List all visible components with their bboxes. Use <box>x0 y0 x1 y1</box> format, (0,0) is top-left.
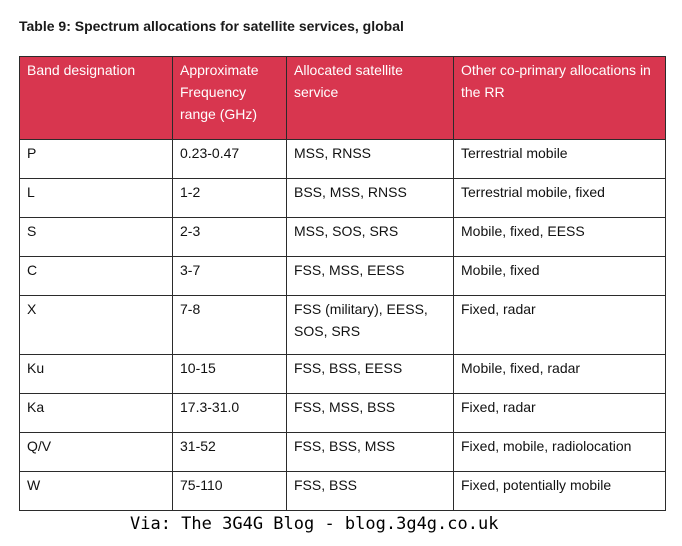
table-row: S 2-3 MSS, SOS, SRS Mobile, fixed, EESS <box>19 217 666 257</box>
cell-band: X <box>19 295 173 355</box>
cell-frequency: 7-8 <box>172 295 287 355</box>
cell-frequency: 31-52 <box>172 432 287 472</box>
cell-other: Fixed, potentially mobile <box>453 471 666 511</box>
cell-other: Mobile, fixed, EESS <box>453 217 666 257</box>
cell-band: W <box>19 471 173 511</box>
table-row: W 75-110 FSS, BSS Fixed, potentially mob… <box>19 471 666 511</box>
cell-frequency: 2-3 <box>172 217 287 257</box>
cell-band: C <box>19 256 173 296</box>
table-row: L 1-2 BSS, MSS, RNSS Terrestrial mobile,… <box>19 178 666 218</box>
cell-frequency: 1-2 <box>172 178 287 218</box>
table-row: Ka 17.3-31.0 FSS, MSS, BSS Fixed, radar <box>19 393 666 433</box>
header-allocated-service: Allocated satellite service <box>286 56 454 140</box>
cell-service: BSS, MSS, RNSS <box>286 178 454 218</box>
cell-other: Mobile, fixed <box>453 256 666 296</box>
cell-service: MSS, RNSS <box>286 139 454 179</box>
cell-frequency: 75-110 <box>172 471 287 511</box>
cell-service: FSS, BSS <box>286 471 454 511</box>
spectrum-allocation-table: Band designation Approximate Frequency r… <box>19 56 666 511</box>
cell-band: Ka <box>19 393 173 433</box>
cell-service: FSS, BSS, EESS <box>286 354 454 394</box>
cell-other: Mobile, fixed, radar <box>453 354 666 394</box>
table-row: Ku 10-15 FSS, BSS, EESS Mobile, fixed, r… <box>19 354 666 394</box>
table-row: Q/V 31-52 FSS, BSS, MSS Fixed, mobile, r… <box>19 432 666 472</box>
cell-frequency: 10-15 <box>172 354 287 394</box>
cell-band: Ku <box>19 354 173 394</box>
cell-frequency: 3-7 <box>172 256 287 296</box>
header-other-allocations: Other co-primary allocations in the RR <box>453 56 666 140</box>
table-caption: Table 9: Spectrum allocations for satell… <box>19 18 404 34</box>
cell-frequency: 17.3-31.0 <box>172 393 287 433</box>
cell-service: FSS, MSS, BSS <box>286 393 454 433</box>
source-credit: Via: The 3G4G Blog - blog.3g4g.co.uk <box>130 514 499 534</box>
cell-other: Fixed, mobile, radiolocation <box>453 432 666 472</box>
cell-service: FSS, MSS, EESS <box>286 256 454 296</box>
cell-band: S <box>19 217 173 257</box>
cell-service: MSS, SOS, SRS <box>286 217 454 257</box>
table-header-row: Band designation Approximate Frequency r… <box>19 56 666 140</box>
cell-service: FSS, BSS, MSS <box>286 432 454 472</box>
table-row: X 7-8 FSS (military), EESS, SOS, SRS Fix… <box>19 295 666 355</box>
header-band-designation: Band designation <box>19 56 173 140</box>
cell-other: Fixed, radar <box>453 295 666 355</box>
header-frequency-range: Approximate Frequency range (GHz) <box>172 56 287 140</box>
cell-band: P <box>19 139 173 179</box>
cell-service: FSS (military), EESS, SOS, SRS <box>286 295 454 355</box>
table-row: C 3-7 FSS, MSS, EESS Mobile, fixed <box>19 256 666 296</box>
table-row: P 0.23-0.47 MSS, RNSS Terrestrial mobile <box>19 139 666 179</box>
cell-frequency: 0.23-0.47 <box>172 139 287 179</box>
cell-band: L <box>19 178 173 218</box>
cell-band: Q/V <box>19 432 173 472</box>
cell-other: Terrestrial mobile, fixed <box>453 178 666 218</box>
cell-other: Terrestrial mobile <box>453 139 666 179</box>
cell-other: Fixed, radar <box>453 393 666 433</box>
